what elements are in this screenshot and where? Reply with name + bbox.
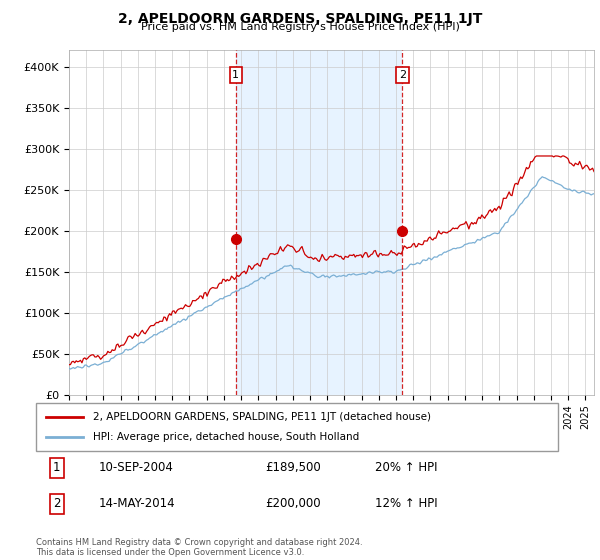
- Text: 10-SEP-2004: 10-SEP-2004: [98, 461, 173, 474]
- Text: 20% ↑ HPI: 20% ↑ HPI: [376, 461, 438, 474]
- Text: 1: 1: [53, 461, 61, 474]
- Text: Contains HM Land Registry data © Crown copyright and database right 2024.
This d: Contains HM Land Registry data © Crown c…: [36, 538, 362, 557]
- Text: 2: 2: [53, 497, 61, 510]
- Text: 12% ↑ HPI: 12% ↑ HPI: [376, 497, 438, 510]
- Text: HPI: Average price, detached house, South Holland: HPI: Average price, detached house, Sout…: [94, 432, 359, 442]
- Text: 14-MAY-2014: 14-MAY-2014: [98, 497, 175, 510]
- Text: 2: 2: [399, 70, 406, 80]
- Bar: [236, 50, 403, 395]
- Text: £200,000: £200,000: [266, 497, 322, 510]
- FancyBboxPatch shape: [36, 403, 558, 451]
- Text: 2, APELDOORN GARDENS, SPALDING, PE11 1JT: 2, APELDOORN GARDENS, SPALDING, PE11 1JT: [118, 12, 482, 26]
- Text: 2, APELDOORN GARDENS, SPALDING, PE11 1JT (detached house): 2, APELDOORN GARDENS, SPALDING, PE11 1JT…: [94, 412, 431, 422]
- Text: Price paid vs. HM Land Registry's House Price Index (HPI): Price paid vs. HM Land Registry's House …: [140, 22, 460, 32]
- Text: 1: 1: [232, 70, 239, 80]
- Text: £189,500: £189,500: [266, 461, 322, 474]
